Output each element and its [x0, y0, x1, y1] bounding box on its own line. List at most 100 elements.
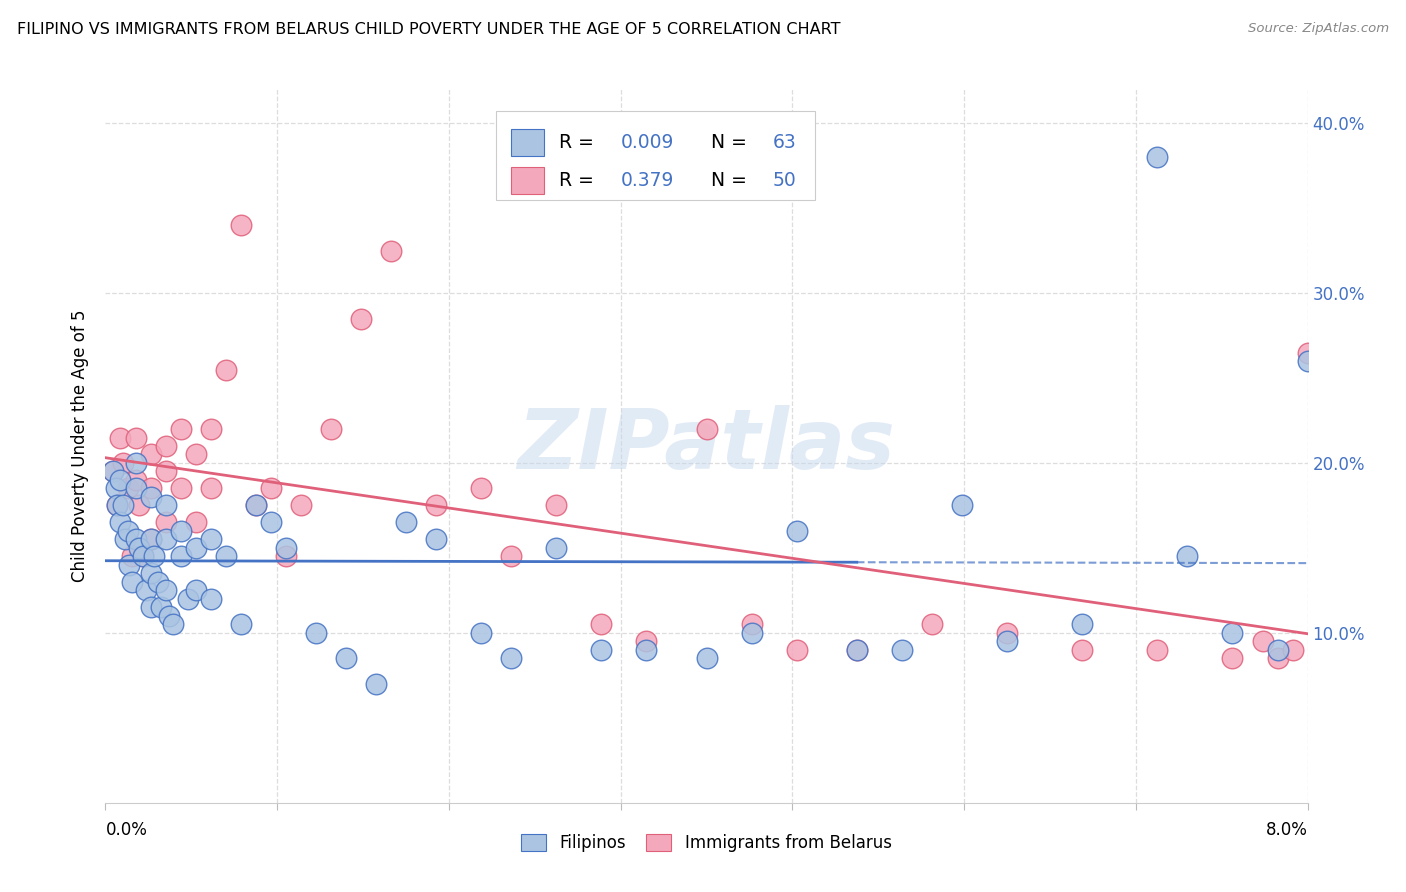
Point [425, 533, 447, 547]
Point [155, 583, 177, 598]
Point [501, 549, 523, 564]
Legend: Filipinos, Immigrants from Belarus: Filipinos, Immigrants from Belarus [515, 827, 898, 859]
Point [139, 448, 162, 462]
Point [139, 533, 162, 547]
Point [124, 456, 146, 470]
Point [200, 482, 222, 496]
Point [335, 651, 357, 665]
Point [591, 617, 613, 632]
Point [112, 499, 135, 513]
Point [1146, 643, 1168, 657]
Point [114, 533, 136, 547]
Text: 0.009: 0.009 [621, 133, 675, 153]
Point [157, 608, 180, 623]
Point [124, 482, 146, 496]
Point [155, 499, 177, 513]
Point [274, 541, 297, 555]
Point [132, 549, 155, 564]
Point [591, 643, 613, 657]
Point [124, 533, 146, 547]
Point [121, 549, 143, 564]
Point [290, 499, 312, 513]
Point [1267, 643, 1289, 657]
Point [995, 634, 1018, 648]
Point [229, 218, 252, 232]
Point [546, 499, 568, 513]
Point [139, 490, 162, 504]
Text: 0.0%: 0.0% [105, 821, 148, 838]
Text: R =: R = [558, 133, 599, 153]
FancyBboxPatch shape [510, 129, 544, 156]
Point [117, 524, 139, 538]
Point [118, 558, 141, 572]
Point [1071, 643, 1094, 657]
Point [146, 574, 169, 589]
Point [139, 600, 162, 615]
Point [112, 456, 135, 470]
Point [200, 533, 222, 547]
Point [696, 651, 718, 665]
Point [995, 626, 1018, 640]
Point [245, 499, 267, 513]
Point [350, 311, 373, 326]
Point [107, 499, 129, 513]
Point [380, 244, 402, 258]
Text: ZIPatlas: ZIPatlas [517, 406, 896, 486]
Point [214, 362, 236, 376]
Point [162, 617, 184, 632]
Point [305, 626, 328, 640]
Text: 50: 50 [773, 170, 796, 190]
Point [169, 422, 191, 436]
Point [395, 516, 418, 530]
FancyBboxPatch shape [510, 167, 544, 194]
Point [501, 651, 523, 665]
Point [786, 643, 808, 657]
Point [184, 583, 207, 598]
Point [184, 448, 207, 462]
Point [741, 626, 763, 640]
Point [142, 549, 165, 564]
Point [139, 566, 162, 581]
Text: N =: N = [711, 133, 754, 153]
Point [128, 541, 150, 555]
Point [1251, 634, 1274, 648]
Point [470, 626, 492, 640]
Point [1175, 549, 1198, 564]
Point [1281, 643, 1303, 657]
Point [546, 541, 568, 555]
Text: R =: R = [558, 170, 599, 190]
Point [177, 591, 200, 606]
Point [214, 549, 236, 564]
Point [260, 482, 283, 496]
Point [1146, 150, 1168, 164]
Point [845, 643, 868, 657]
Point [150, 600, 173, 615]
Point [845, 643, 868, 657]
Point [124, 430, 146, 444]
Point [155, 533, 177, 547]
Point [121, 574, 143, 589]
Point [1071, 617, 1094, 632]
Point [104, 482, 127, 496]
Point [155, 516, 177, 530]
Point [132, 549, 155, 564]
Text: Source: ZipAtlas.com: Source: ZipAtlas.com [1249, 22, 1389, 36]
Point [139, 533, 162, 547]
Point [1222, 626, 1244, 640]
Point [169, 549, 191, 564]
Point [124, 473, 146, 487]
Point [1267, 651, 1289, 665]
Point [274, 549, 297, 564]
Text: 63: 63 [773, 133, 796, 153]
Point [1296, 345, 1319, 359]
Point [1296, 354, 1319, 368]
Point [169, 524, 191, 538]
Text: N =: N = [711, 170, 754, 190]
Point [921, 617, 943, 632]
Point [110, 430, 132, 444]
Point [741, 617, 763, 632]
Point [128, 499, 150, 513]
Point [155, 465, 177, 479]
Point [139, 482, 162, 496]
Point [101, 465, 124, 479]
